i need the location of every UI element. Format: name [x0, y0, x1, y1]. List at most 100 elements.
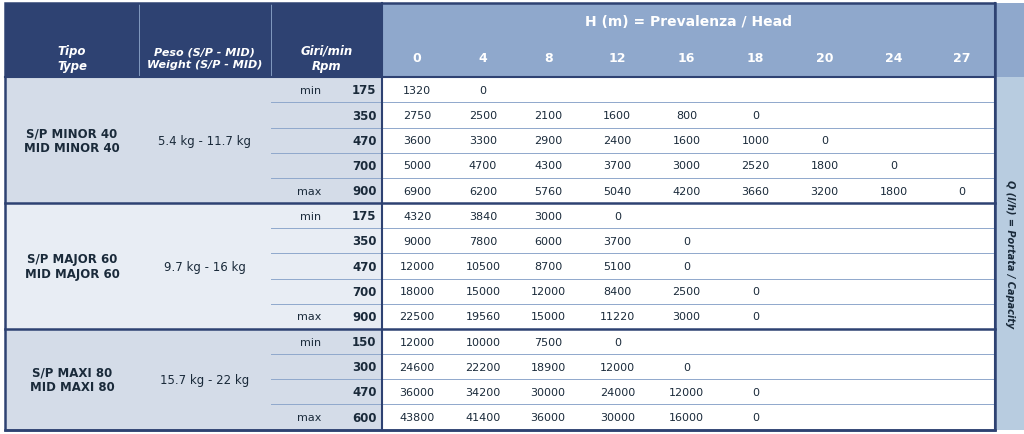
Text: 18: 18	[746, 52, 764, 65]
Text: 3300: 3300	[469, 136, 497, 146]
Text: 7800: 7800	[469, 237, 497, 247]
Text: 700: 700	[352, 160, 377, 172]
Text: 12000: 12000	[669, 387, 705, 397]
Text: 24600: 24600	[399, 362, 435, 372]
Text: 175: 175	[352, 210, 377, 223]
Text: 43800: 43800	[399, 412, 435, 422]
Text: 3660: 3660	[741, 186, 770, 196]
Text: 27: 27	[953, 52, 971, 65]
Text: S/P MAXI 80
MID MAXI 80: S/P MAXI 80 MID MAXI 80	[30, 365, 115, 393]
Text: min: min	[300, 337, 322, 347]
Text: 600: 600	[352, 411, 377, 424]
Text: 300: 300	[352, 360, 377, 373]
Text: 10000: 10000	[466, 337, 501, 347]
Text: 3700: 3700	[603, 237, 632, 247]
Text: 24: 24	[885, 52, 902, 65]
Text: 18900: 18900	[530, 362, 566, 372]
Text: 19560: 19560	[465, 312, 501, 322]
Text: 24000: 24000	[600, 387, 635, 397]
Text: 1800: 1800	[811, 161, 839, 171]
Text: 8400: 8400	[603, 286, 632, 296]
Text: 900: 900	[352, 184, 377, 197]
Text: 22200: 22200	[465, 362, 501, 372]
Text: 0: 0	[821, 136, 828, 146]
Text: 0: 0	[890, 161, 897, 171]
Text: 4320: 4320	[403, 211, 431, 221]
Text: 0: 0	[613, 211, 621, 221]
Text: 0: 0	[958, 186, 966, 196]
Text: 6000: 6000	[535, 237, 562, 247]
Text: 34200: 34200	[465, 387, 501, 397]
Text: 2750: 2750	[403, 111, 431, 121]
Text: 0: 0	[752, 412, 759, 422]
Text: 150: 150	[352, 335, 377, 348]
Text: 5000: 5000	[403, 161, 431, 171]
Text: 1800: 1800	[880, 186, 908, 196]
Text: 5100: 5100	[603, 261, 632, 271]
Text: 700: 700	[352, 285, 377, 298]
Text: min: min	[300, 211, 322, 221]
Text: 5760: 5760	[535, 186, 562, 196]
Text: 470: 470	[352, 135, 377, 148]
Text: 15.7 kg - 22 kg: 15.7 kg - 22 kg	[160, 373, 250, 386]
Text: 18000: 18000	[399, 286, 435, 296]
Text: 470: 470	[352, 385, 377, 398]
Text: 8: 8	[544, 52, 553, 65]
Bar	[382, 204, 995, 329]
Text: 9.7 kg - 16 kg: 9.7 kg - 16 kg	[164, 260, 246, 273]
Text: 3840: 3840	[469, 211, 497, 221]
Text: 36000: 36000	[530, 412, 565, 422]
Text: 30000: 30000	[600, 412, 635, 422]
Text: 0: 0	[479, 85, 486, 95]
Text: 15000: 15000	[466, 286, 501, 296]
Text: 800: 800	[676, 111, 697, 121]
Text: H (m) = Prevalenza / Head: H (m) = Prevalenza / Head	[585, 15, 793, 29]
Text: 12000: 12000	[600, 362, 635, 372]
Text: S/P MAJOR 60
MID MAJOR 60: S/P MAJOR 60 MID MAJOR 60	[25, 253, 120, 280]
Text: 2900: 2900	[535, 136, 562, 146]
Text: 7500: 7500	[535, 337, 562, 347]
Text: Giri/min
Rpm: Giri/min Rpm	[300, 45, 352, 72]
Text: 12000: 12000	[399, 261, 435, 271]
Text: 6900: 6900	[403, 186, 431, 196]
Text: max: max	[297, 186, 322, 196]
Bar	[382, 39, 995, 78]
Text: 41400: 41400	[465, 412, 501, 422]
Text: 3000: 3000	[673, 161, 700, 171]
Text: 9000: 9000	[403, 237, 431, 247]
Text: max: max	[297, 312, 322, 322]
Text: 12000: 12000	[530, 286, 565, 296]
Text: 12: 12	[608, 52, 626, 65]
Text: 3700: 3700	[603, 161, 632, 171]
Text: 2100: 2100	[535, 111, 562, 121]
Bar	[995, 78, 1024, 430]
Text: 30000: 30000	[530, 387, 565, 397]
Bar	[382, 4, 995, 39]
Text: 16: 16	[678, 52, 695, 65]
Text: max: max	[297, 412, 322, 422]
Text: 4: 4	[478, 52, 487, 65]
Text: 2500: 2500	[673, 286, 700, 296]
Bar	[382, 78, 995, 204]
Text: 1320: 1320	[403, 85, 431, 95]
Text: Peso (S/P - MID)
Weight (S/P - MID): Peso (S/P - MID) Weight (S/P - MID)	[147, 48, 262, 69]
Text: 1600: 1600	[603, 111, 632, 121]
Text: 3200: 3200	[811, 186, 839, 196]
Text: 0: 0	[613, 337, 621, 347]
Text: 1600: 1600	[673, 136, 700, 146]
Text: 0: 0	[752, 286, 759, 296]
Text: 0: 0	[683, 261, 690, 271]
Text: 0: 0	[752, 111, 759, 121]
Text: 11220: 11220	[600, 312, 635, 322]
Text: 2400: 2400	[603, 136, 632, 146]
Bar	[5, 39, 382, 78]
Text: 2500: 2500	[469, 111, 497, 121]
Text: 5.4 kg - 11.7 kg: 5.4 kg - 11.7 kg	[159, 135, 251, 148]
Bar	[5, 329, 382, 430]
Text: 3000: 3000	[535, 211, 562, 221]
Text: Q (l/h) = Portata / Capacity: Q (l/h) = Portata / Capacity	[1005, 180, 1015, 328]
Text: 5040: 5040	[603, 186, 632, 196]
Text: 4200: 4200	[673, 186, 700, 196]
Text: 6200: 6200	[469, 186, 497, 196]
Text: 470: 470	[352, 260, 377, 273]
